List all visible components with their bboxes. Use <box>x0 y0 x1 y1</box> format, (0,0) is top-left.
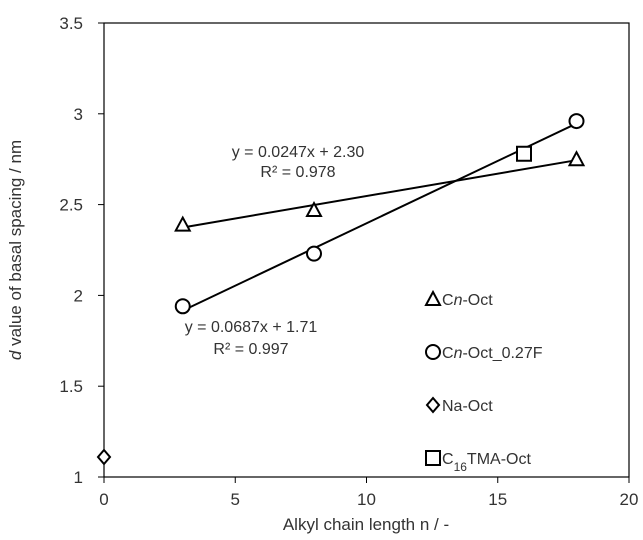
triangle-point <box>567 150 586 167</box>
y-axis-title-italic: d <box>6 350 25 360</box>
x-tick-label: 15 <box>488 490 507 509</box>
legend-label-square: C16TMA-Oct <box>442 451 531 474</box>
y-tick-label: 1.5 <box>59 377 83 396</box>
circle-point <box>174 298 191 315</box>
legend-marker-diamond <box>425 396 441 414</box>
y-axis-title: d value of basal spacing / nm <box>6 140 25 360</box>
legend-marker-triangle <box>424 289 442 306</box>
y-tick-label: 2.5 <box>59 196 83 215</box>
legend-marker-square <box>425 450 441 466</box>
triangle-point <box>174 215 192 232</box>
y-tick-label: 3.5 <box>59 14 83 33</box>
y-tick-label: 1 <box>74 468 83 487</box>
legend: Cn-Oct Cn-Oct_0.27F Na-Oct C16TMA-Oct <box>424 289 543 474</box>
y-tick-label: 3 <box>74 105 83 124</box>
x-tick-label: 10 <box>357 490 376 509</box>
circle-point <box>568 113 585 130</box>
y-tick-label: 2 <box>74 286 83 305</box>
triangle-fit-r2: R² = 0.978 <box>260 164 335 181</box>
circle-point <box>306 245 322 262</box>
x-tick-label: 5 <box>231 490 240 509</box>
diamond-point <box>96 448 112 466</box>
x-axis-title: Alkyl chain length n / - <box>283 515 449 534</box>
triangle-fit-line <box>182 159 577 229</box>
y-axis-title-rest: value of basal spacing / nm <box>6 140 25 351</box>
legend-label-circle: Cn-Oct_0.27F <box>442 345 543 362</box>
trendlines <box>182 122 577 312</box>
legend-label-triangle: Cn-Oct <box>442 292 493 309</box>
square-point <box>516 145 532 162</box>
legend-marker-circle <box>425 344 441 360</box>
x-tick-label: 20 <box>620 490 639 509</box>
triangle-fit-equation: y = 0.0247x + 2.30 <box>232 144 365 161</box>
data-markers <box>96 113 586 466</box>
legend-label-diamond: Na-Oct <box>442 398 493 415</box>
circle-fit-equation: y = 0.0687x + 1.71 <box>185 319 318 336</box>
circle-fit-r2: R² = 0.997 <box>213 341 288 358</box>
circle-fit-line <box>182 122 577 312</box>
x-tick-labels: 0 5 10 15 20 <box>99 477 638 509</box>
plot-area <box>103 22 630 478</box>
x-tick-label: 0 <box>99 490 108 509</box>
y-tick-labels: 1 1.5 2 2.5 3 3.5 <box>59 14 104 487</box>
triangle-point <box>305 200 323 218</box>
